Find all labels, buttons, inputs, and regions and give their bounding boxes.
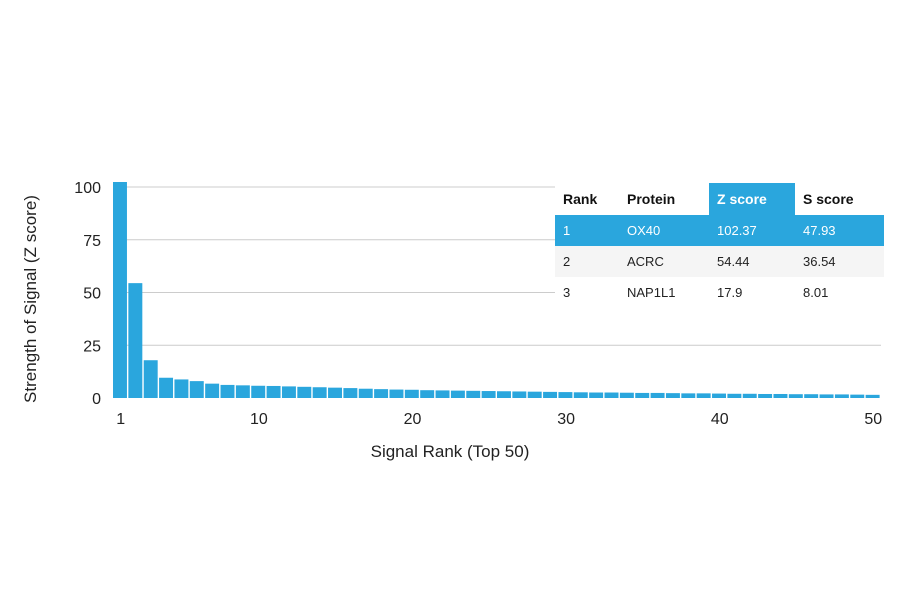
bar-rank-30: [558, 392, 573, 398]
bar-rank-41: [727, 393, 742, 398]
x-tick-labels: 1 10 20 30 40 50: [116, 411, 882, 428]
x-tick-label: 20: [404, 411, 422, 428]
bar-rank-37: [665, 393, 680, 398]
table-row: [555, 246, 884, 277]
bar-rank-20: [404, 389, 419, 398]
bar-rank-7: [205, 383, 220, 398]
y-tick-label: 75: [83, 233, 101, 250]
x-tick-label: 50: [864, 411, 882, 428]
bar-rank-24: [466, 390, 481, 398]
bar-rank-47: [819, 394, 834, 398]
bar-rank-28: [527, 391, 542, 398]
bar-rank-32: [589, 392, 604, 398]
results-table: Rank Protein Z score S score 1 OX40 102.37 47.9…: [555, 183, 884, 308]
bar-rank-26: [497, 391, 511, 398]
bar-rank-48: [834, 394, 849, 398]
bar-rank-17: [358, 388, 373, 398]
bar-rank-35: [635, 392, 650, 398]
table-cell: 1: [563, 223, 570, 238]
bar-rank-2: [128, 283, 143, 398]
bar-rank-9: [235, 385, 250, 398]
bar-rank-46: [804, 394, 819, 398]
table-cell: 2: [563, 254, 570, 269]
y-tick-label: 100: [74, 180, 101, 197]
bar-rank-11: [266, 385, 281, 398]
x-tick-label: 10: [250, 411, 268, 428]
table-cell: 3: [563, 285, 570, 300]
bar-rank-38: [681, 393, 696, 398]
table-cell: NAP1L1: [627, 285, 675, 300]
table-row: [555, 215, 884, 246]
bar-rank-49: [850, 394, 865, 398]
bar-rank-39: [696, 393, 711, 398]
bar-rank-21: [420, 390, 435, 398]
bar-rank-12: [281, 386, 296, 398]
bar-rank-45: [788, 394, 803, 398]
bar-rank-27: [512, 391, 527, 398]
bar-rank-3: [143, 360, 158, 398]
y-tick-label: 25: [83, 338, 101, 355]
x-axis-label: Signal Rank (Top 50): [371, 442, 530, 461]
table-header-cell: S score: [803, 191, 854, 207]
bar-rank-33: [604, 392, 619, 398]
bar-rank-5: [174, 379, 189, 398]
table-cell: 8.01: [803, 285, 828, 300]
bar-rank-42: [742, 393, 757, 398]
bar-rank-18: [374, 389, 389, 398]
table-row: [555, 277, 884, 308]
bar-rank-50: [865, 394, 880, 398]
bar-rank-34: [619, 392, 634, 398]
y-tick-label: 0: [92, 391, 101, 408]
table-cell: 102.37: [717, 223, 757, 238]
bar-rank-40: [712, 393, 726, 398]
bar-rank-10: [251, 385, 266, 398]
bar-rank-22: [435, 390, 450, 398]
bar-rank-19: [389, 389, 404, 398]
bar-rank-15: [328, 387, 342, 398]
x-tick-label: 40: [711, 411, 729, 428]
x-tick-label: 1: [116, 411, 125, 428]
bar-rank-14: [312, 387, 327, 398]
bar-rank-36: [650, 392, 665, 398]
bar-rank-8: [220, 384, 235, 398]
bar-rank-13: [297, 386, 312, 398]
table-header-cell: Z score: [717, 191, 767, 207]
table-cell: 36.54: [803, 254, 836, 269]
y-tick-label: 50: [83, 286, 101, 303]
bar-rank-1: [113, 182, 127, 398]
bar-rank-23: [450, 390, 465, 398]
table-cell: 54.44: [717, 254, 750, 269]
table-cell: 17.9: [717, 285, 742, 300]
table-cell: OX40: [627, 223, 660, 238]
y-tick-labels: 0 25 50 75 100: [74, 180, 101, 408]
bars: [113, 182, 880, 398]
table-header-cell: Protein: [627, 191, 675, 207]
x-tick-label: 30: [557, 411, 575, 428]
bar-rank-6: [189, 381, 204, 398]
table-header-cell: Rank: [563, 191, 597, 207]
bar-rank-31: [573, 392, 588, 398]
highlight-header-cell: [709, 183, 795, 215]
table-cell: ACRC: [627, 254, 664, 269]
bar-rank-44: [773, 393, 788, 398]
bar-rank-4: [159, 377, 174, 398]
bar-rank-43: [758, 393, 773, 398]
bar-rank-16: [343, 388, 358, 398]
table-cell: 47.93: [803, 223, 836, 238]
bar-rank-29: [543, 391, 558, 398]
bar-rank-25: [481, 391, 496, 398]
y-axis-label: Strength of Signal (Z score): [21, 195, 40, 403]
